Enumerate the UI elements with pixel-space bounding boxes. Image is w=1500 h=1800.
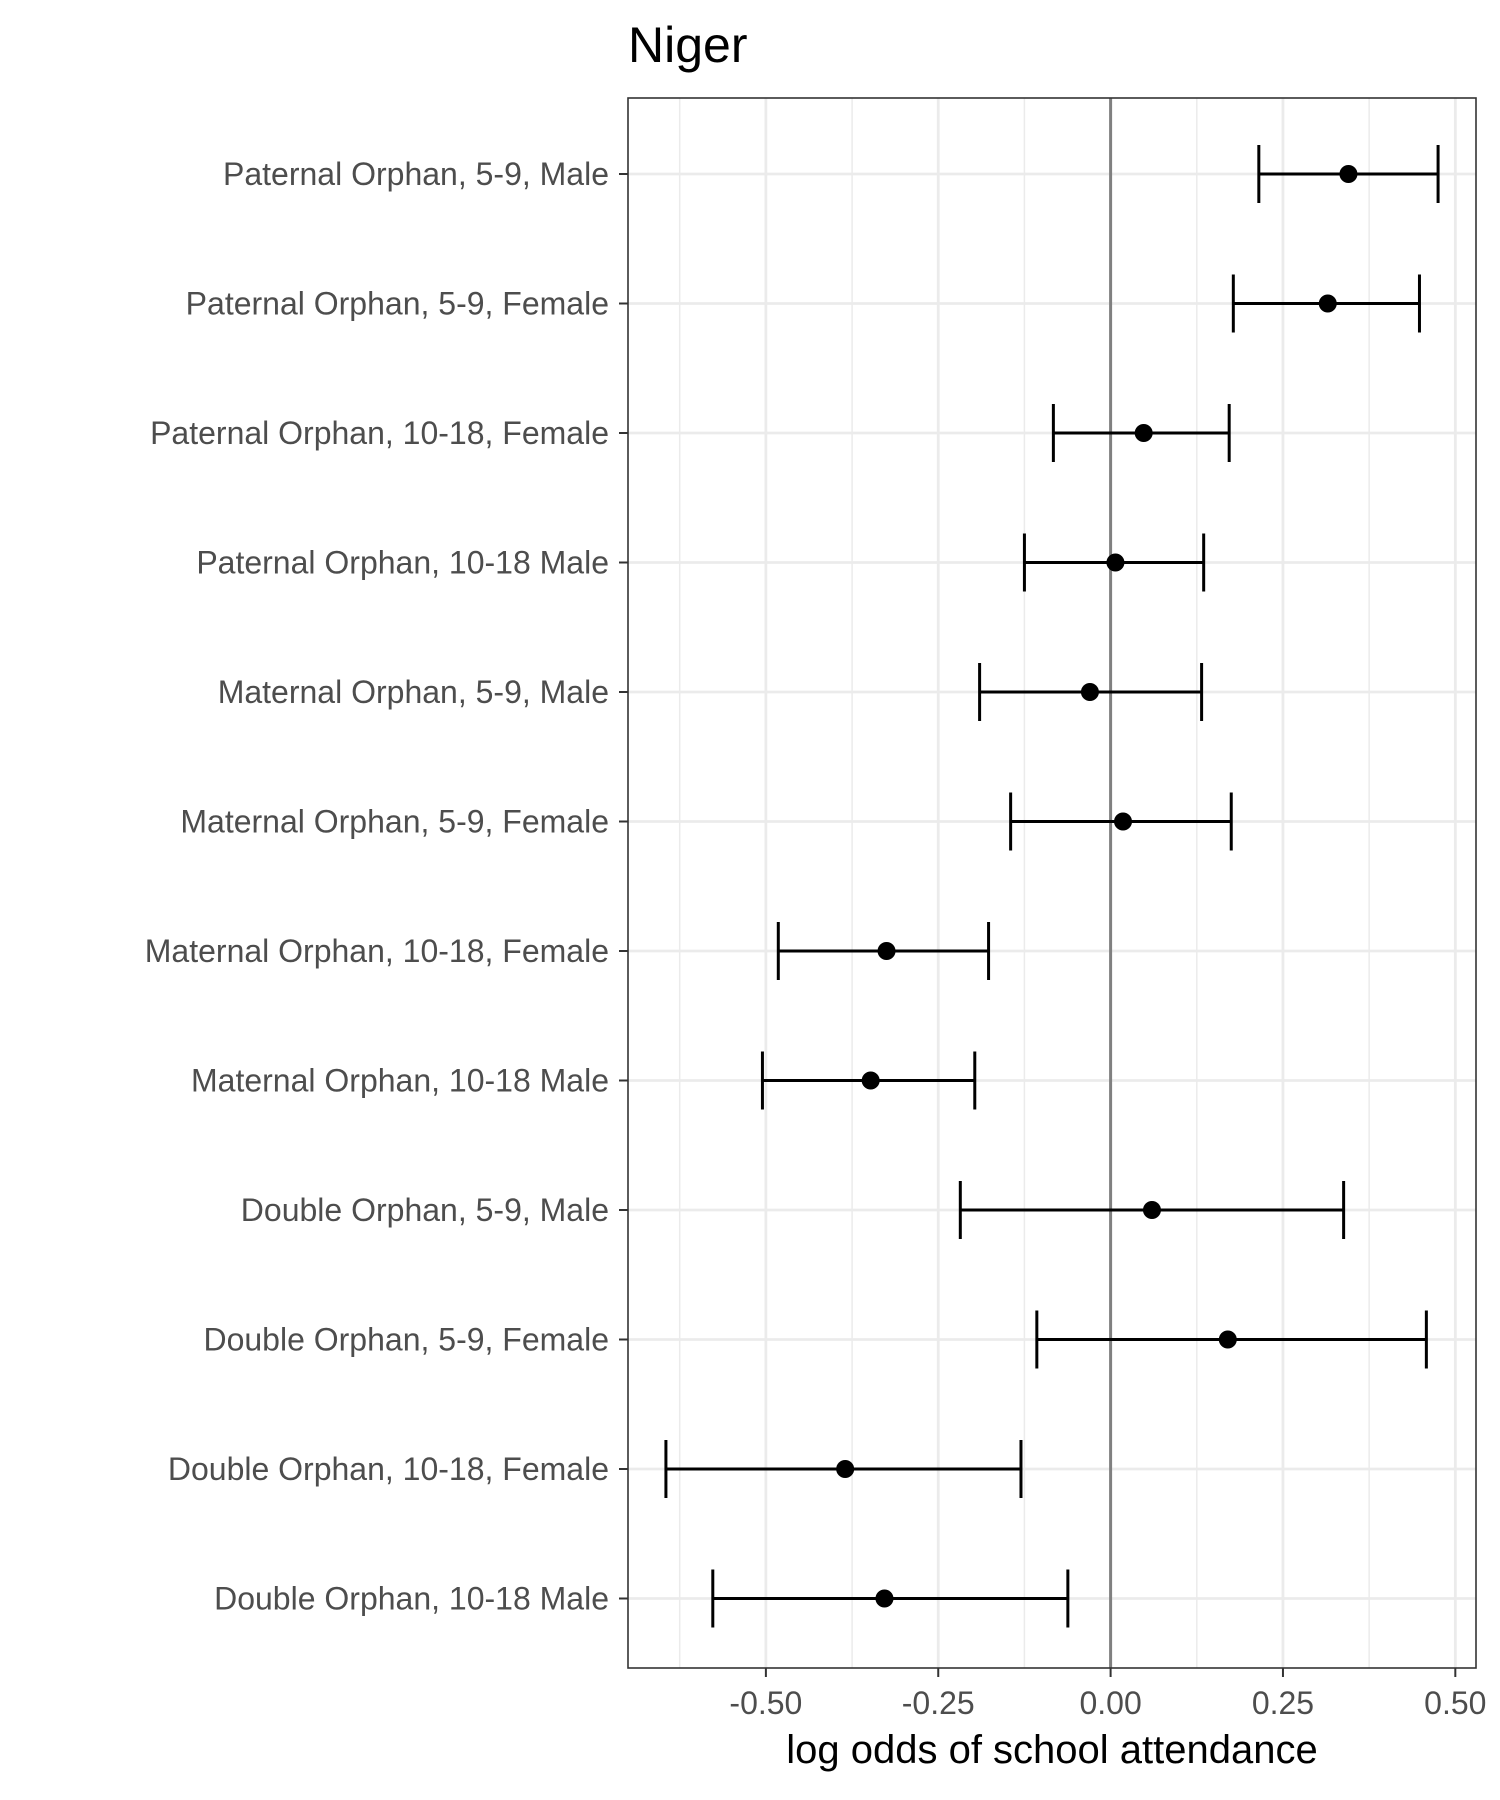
chart-title: Niger [628, 17, 747, 73]
y-tick-label: Double Orphan, 10-18 Male [214, 1581, 609, 1617]
estimate-point [1080, 683, 1099, 701]
estimate-point [861, 1071, 880, 1090]
y-tick-label: Double Orphan, 10-18, Female [168, 1451, 609, 1487]
x-tick-label: -0.25 [902, 1685, 975, 1721]
y-tick-label: Double Orphan, 5-9, Female [203, 1322, 609, 1358]
estimate-point [1218, 1330, 1237, 1349]
estimate-point [1318, 294, 1337, 313]
y-tick-label: Maternal Orphan, 10-18 Male [191, 1063, 609, 1099]
estimate-point [1106, 553, 1125, 572]
estimate-point [836, 1460, 855, 1478]
y-tick-label: Maternal Orphan, 5-9, Female [180, 804, 609, 840]
y-axis: Paternal Orphan, 5-9, Male Paternal Orpha… [145, 156, 628, 1617]
error-bar-layer [664, 145, 1440, 1628]
y-tick-label: Maternal Orphan, 10-18, Female [145, 933, 609, 969]
y-tick-label: Maternal Orphan, 5-9, Male [218, 674, 609, 710]
estimate-point [1339, 165, 1358, 183]
x-tick-label: 0.50 [1424, 1685, 1486, 1721]
estimate-point [1114, 812, 1133, 831]
x-tick-label: -0.50 [729, 1685, 802, 1721]
estimate-point [877, 942, 896, 960]
y-tick-label: Double Orphan, 5-9, Male [241, 1192, 609, 1228]
grid-layer [628, 98, 1476, 1668]
y-tick-label: Paternal Orphan, 5-9, Female [186, 286, 609, 322]
estimate-point [875, 1589, 894, 1608]
x-axis-title: log odds of school attendance [786, 1728, 1318, 1772]
estimate-point [1142, 1201, 1161, 1219]
y-tick-label: Paternal Orphan, 10-18 Male [196, 545, 609, 581]
y-tick-label: Paternal Orphan, 10-18, Female [150, 415, 609, 451]
x-tick-label: 0.25 [1252, 1685, 1314, 1721]
x-tick-label: 0.00 [1079, 1685, 1141, 1721]
point-layer [836, 165, 1358, 1608]
x-axis: -0.50 -0.25 0.00 0.25 0.50 [729, 1668, 1486, 1721]
plot-panel-border [627, 97, 1477, 1669]
y-tick-label: Paternal Orphan, 5-9, Male [223, 156, 609, 192]
estimate-point [1134, 424, 1153, 442]
